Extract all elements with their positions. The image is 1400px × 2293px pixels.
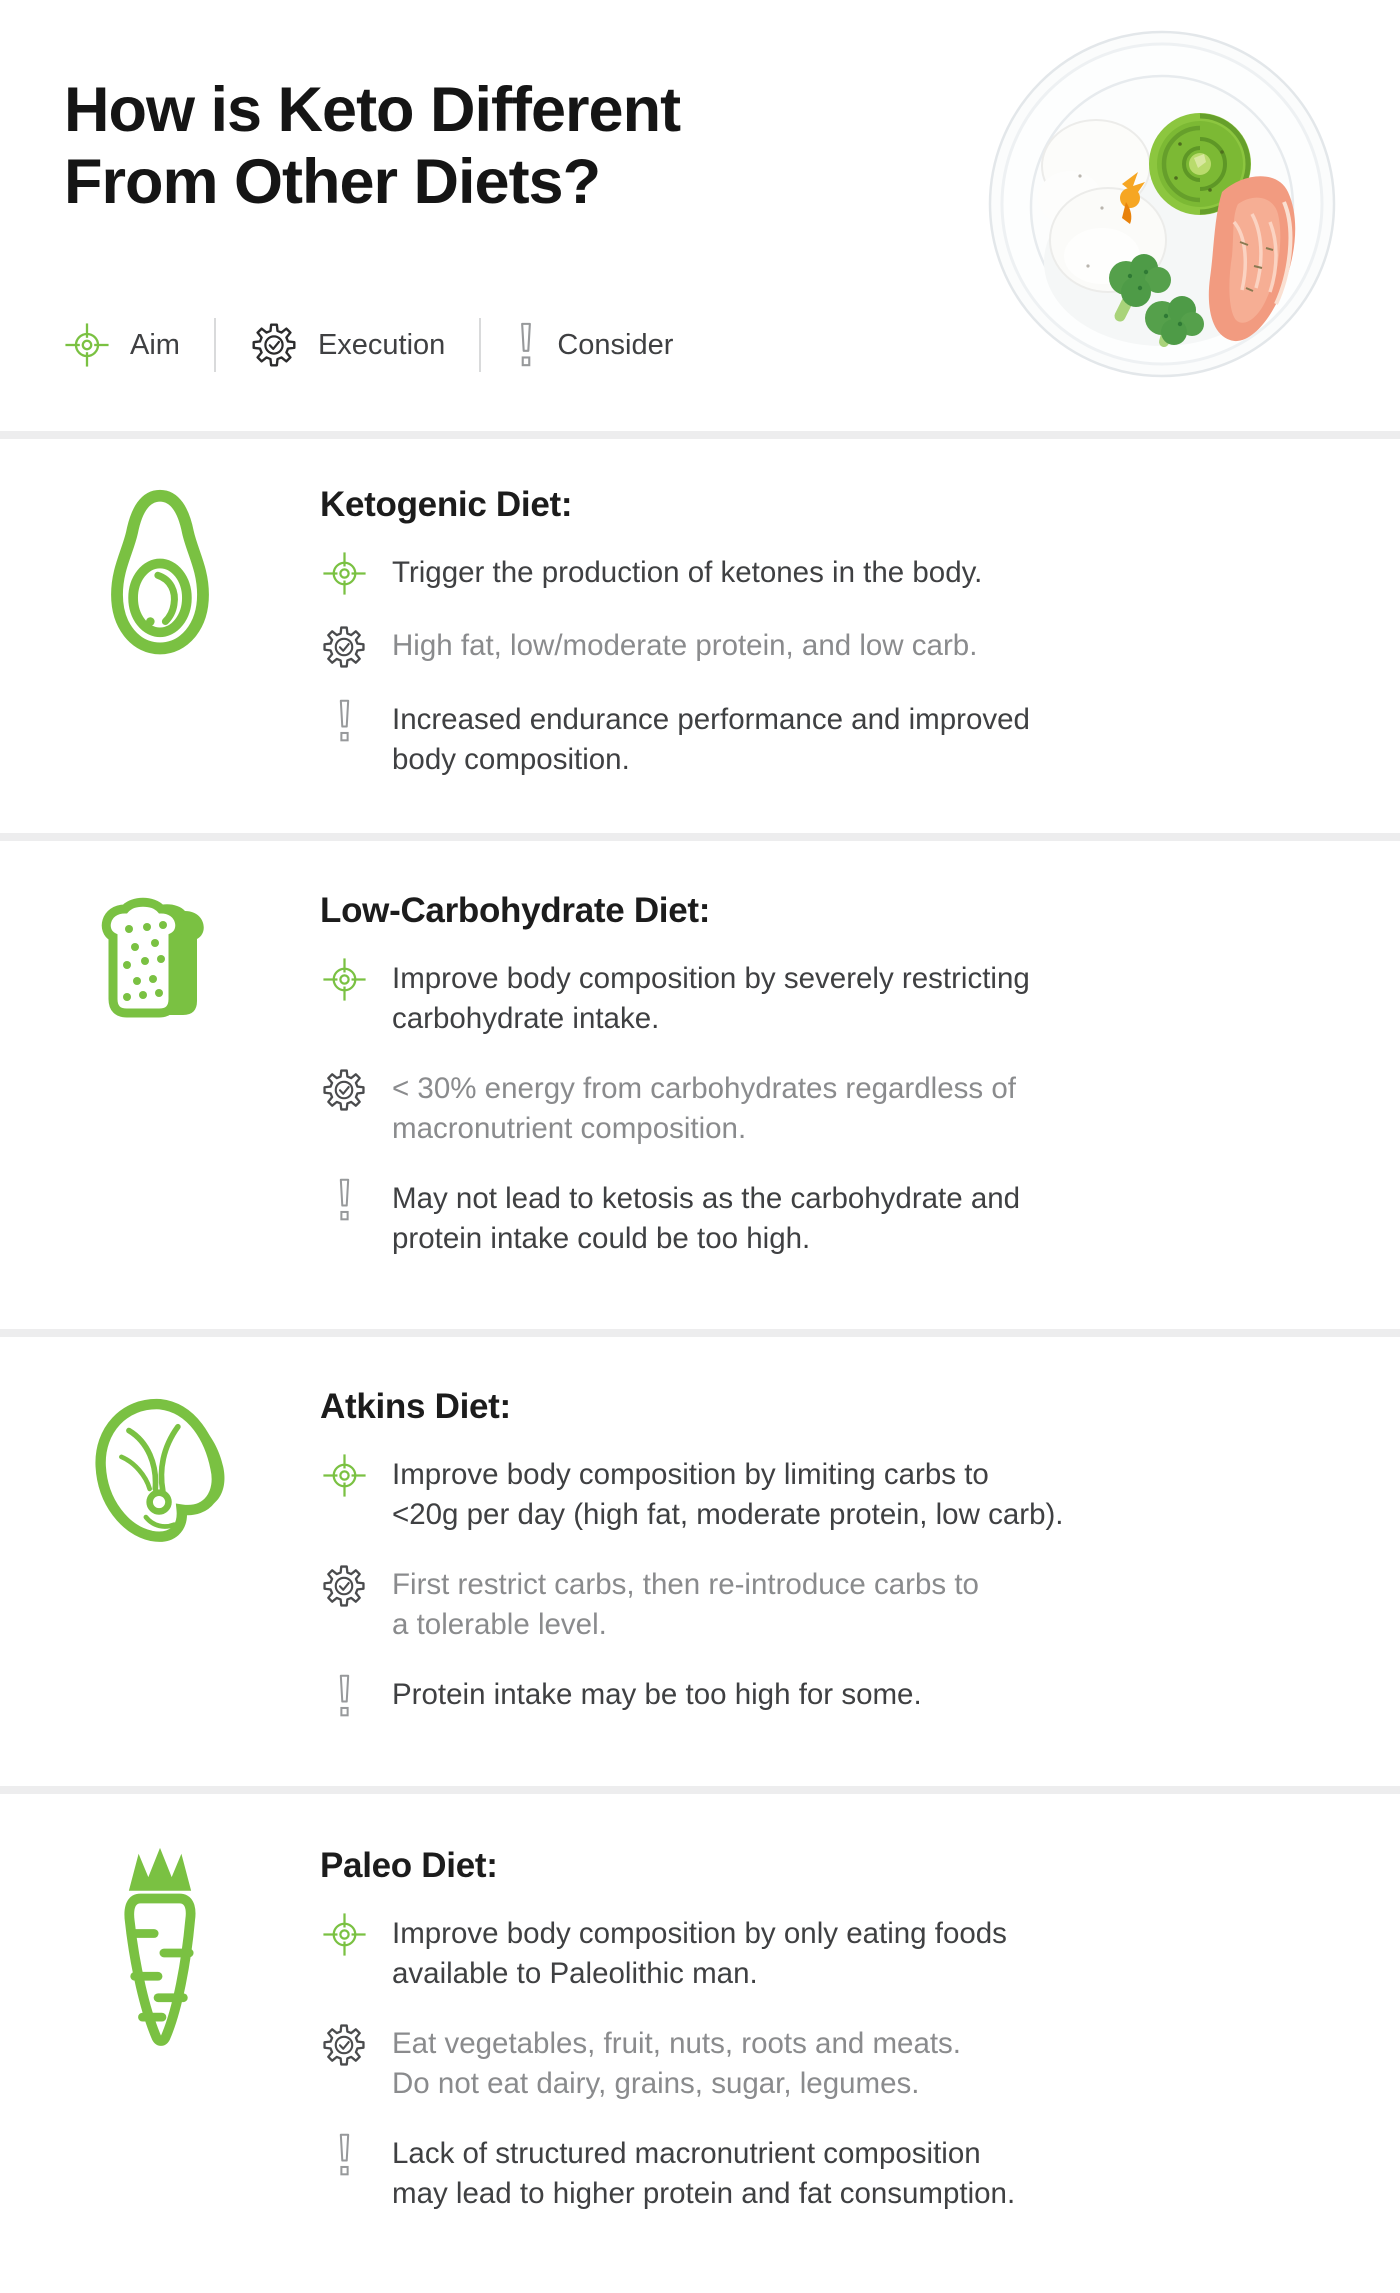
exclamation-icon xyxy=(320,1177,368,1223)
target-icon xyxy=(320,1453,368,1498)
bread-icon xyxy=(0,841,320,1329)
section-divider xyxy=(0,1786,1400,1794)
bullet-text: May not lead to ketosis as the carbohydr… xyxy=(392,1182,1021,1255)
bullet-consider: Lack of structured macronutrient composi… xyxy=(320,2132,1310,2214)
target-icon xyxy=(320,1912,368,1957)
bullet-aim: Improve body composition by only eating … xyxy=(320,1912,1310,1994)
bullet-text: Increased endurance performance and impr… xyxy=(392,703,1030,776)
exclamation-icon xyxy=(320,1673,368,1719)
header: How is Keto Different From Other Diets? xyxy=(0,0,1400,431)
section-content: Low-Carbohydrate Diet: Improve body comp… xyxy=(320,841,1400,1329)
legend-label-aim: Aim xyxy=(130,328,180,361)
bullet-execution: First restrict carbs, then re-introduce … xyxy=(320,1565,1310,1645)
legend-item-execution: Execution xyxy=(250,321,445,369)
bullet-text: Improve body composition by limiting car… xyxy=(392,1458,1064,1531)
section-content: Atkins Diet: Improve body composition by… xyxy=(320,1337,1400,1786)
bullet-aim: Improve body composition by severely res… xyxy=(320,957,1310,1039)
section-atkins-diet: Atkins Diet: Improve body composition by… xyxy=(0,1337,1400,1786)
section-paleo-diet: Paleo Diet: Improve body composition by … xyxy=(0,1794,1400,2214)
steak-icon xyxy=(0,1337,320,1786)
bullet-text: Improve body composition by severely res… xyxy=(392,962,1030,1035)
bullet-aim: Trigger the production of ketones in the… xyxy=(320,551,1310,596)
section-heading: Ketogenic Diet: xyxy=(320,485,573,524)
bullet-text: Lack of structured macronutrient composi… xyxy=(392,2137,1016,2210)
bullet-execution: Eat vegetables, fruit, nuts, roots and m… xyxy=(320,2024,1310,2104)
legend-item-aim: Aim xyxy=(64,322,180,368)
section-heading: Atkins Diet: xyxy=(320,1387,511,1426)
legend-item-consider: Consider xyxy=(515,321,673,369)
gear-icon xyxy=(320,624,368,670)
legend-separator xyxy=(479,318,482,372)
plate-illustration xyxy=(988,30,1336,378)
section-heading: Low-Carbohydrate Diet: xyxy=(320,891,711,930)
target-icon xyxy=(64,322,110,368)
gear-icon xyxy=(320,1067,368,1113)
bullet-text: High fat, low/moderate protein, and low … xyxy=(392,629,978,662)
gear-icon xyxy=(320,1563,368,1609)
bullet-text: Trigger the production of ketones in the… xyxy=(392,556,983,589)
target-icon xyxy=(320,551,368,596)
carrot-icon xyxy=(0,1794,320,2214)
gear-icon xyxy=(250,321,298,369)
bullet-text: Improve body composition by only eating … xyxy=(392,1917,1007,1990)
bullet-execution: High fat, low/moderate protein, and low … xyxy=(320,626,1310,670)
keto-plate-photo xyxy=(984,26,1340,382)
section-content: Paleo Diet: Improve body composition by … xyxy=(320,1794,1400,2214)
section-divider xyxy=(0,833,1400,841)
bullet-text: Protein intake may be too high for some. xyxy=(392,1678,922,1711)
avocado-icon xyxy=(0,439,320,833)
legend: Aim Execution Consider xyxy=(64,318,673,372)
section-divider xyxy=(0,1329,1400,1337)
legend-label-execution: Execution xyxy=(317,328,446,361)
legend-label-consider: Consider xyxy=(557,328,674,361)
section-ketogenic-diet: Ketogenic Diet: Trigger the production o… xyxy=(0,439,1400,833)
legend-separator xyxy=(213,318,216,372)
bullet-consider: Increased endurance performance and impr… xyxy=(320,698,1310,780)
bullet-text: < 30% energy from carbohydrates regardle… xyxy=(392,1072,1016,1145)
target-icon xyxy=(320,957,368,1002)
bullet-text: First restrict carbs, then re-introduce … xyxy=(392,1568,979,1641)
bullet-text: Eat vegetables, fruit, nuts, roots and m… xyxy=(392,2027,961,2100)
exclamation-icon xyxy=(320,2132,368,2178)
section-divider xyxy=(0,431,1400,439)
section-low-carbohydrate-diet: Low-Carbohydrate Diet: Improve body comp… xyxy=(0,841,1400,1329)
page-title: How is Keto Different From Other Diets? xyxy=(64,75,681,218)
exclamation-icon xyxy=(320,698,368,744)
section-heading: Paleo Diet: xyxy=(320,1846,498,1885)
bullet-consider: Protein intake may be too high for some. xyxy=(320,1673,1310,1719)
gear-icon xyxy=(320,2022,368,2068)
bullet-consider: May not lead to ketosis as the carbohydr… xyxy=(320,1177,1310,1259)
exclamation-icon xyxy=(515,321,537,369)
bullet-aim: Improve body composition by limiting car… xyxy=(320,1453,1310,1535)
bullet-execution: < 30% energy from carbohydrates regardle… xyxy=(320,1069,1310,1149)
section-content: Ketogenic Diet: Trigger the production o… xyxy=(320,439,1400,833)
